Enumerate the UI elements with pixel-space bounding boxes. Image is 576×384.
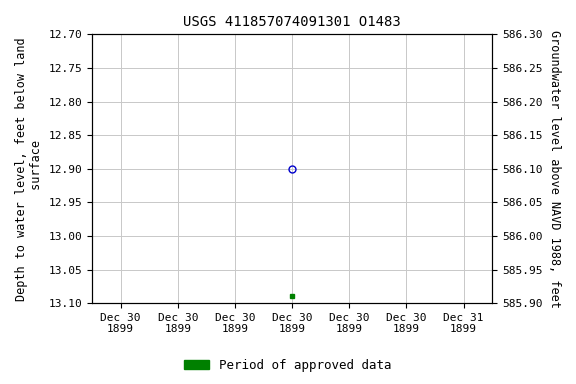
Legend: Period of approved data: Period of approved data xyxy=(179,354,397,377)
Title: USGS 411857074091301 O1483: USGS 411857074091301 O1483 xyxy=(183,15,401,29)
Y-axis label: Groundwater level above NAVD 1988, feet: Groundwater level above NAVD 1988, feet xyxy=(548,30,561,308)
Y-axis label: Depth to water level, feet below land
 surface: Depth to water level, feet below land su… xyxy=(15,37,43,301)
